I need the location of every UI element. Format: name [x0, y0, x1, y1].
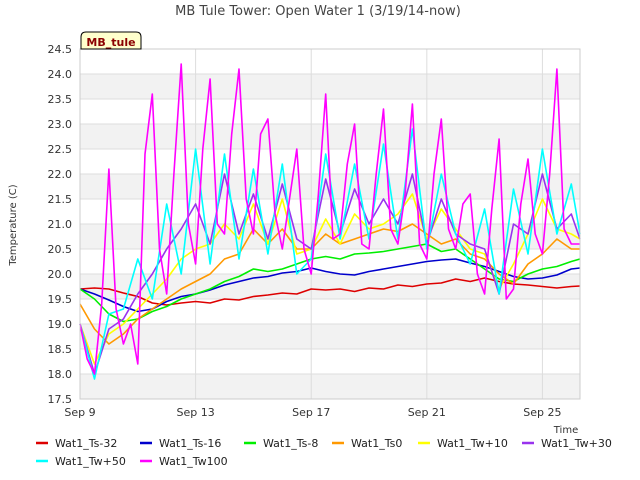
legend-label-wat1-ts-32: Wat1_Ts-32: [55, 437, 117, 450]
chart-title: MB Tule Tower: Open Water 1 (3/19/14-now…: [175, 4, 461, 19]
y-tick-label: 23.0: [48, 118, 73, 131]
legend-label-wat1-ts-8: Wat1_Ts-8: [263, 437, 318, 450]
series-line-wat1-tw-50: [79, 128, 581, 380]
y-tick-label: 22.5: [48, 143, 73, 156]
legend-label-wat1-tw100: Wat1_Tw100: [159, 455, 228, 468]
x-tick-label: Sep 17: [292, 406, 330, 419]
y-tick-label: 21.0: [48, 218, 73, 231]
y-tick-label: 20.0: [48, 268, 73, 281]
badge-label: MB_tule: [86, 36, 135, 49]
x-tick-label: Sep 21: [408, 406, 446, 419]
x-axis-ticks: Sep 9 Sep 13 Sep 17 Sep 21 Sep 25: [64, 406, 561, 419]
y-tick-label: 23.5: [48, 93, 73, 106]
plot-band: [80, 324, 580, 349]
y-tick-label: 18.5: [48, 343, 73, 356]
badge-box: [80, 31, 142, 50]
plot-frame: [79, 48, 581, 400]
plot-band: [80, 74, 580, 99]
y-tick-label: 19.5: [48, 293, 73, 306]
y-tick-label: 18.0: [48, 368, 73, 381]
legend-label-wat1-tw-10: Wat1_Tw+10: [437, 437, 508, 450]
x-tick-label: Sep 9: [64, 406, 95, 419]
plot-band: [80, 374, 580, 399]
x-axis-label: Time: [553, 425, 578, 436]
y-axis-label: Temperature (C): [8, 184, 19, 266]
y-tick-label: 24.5: [48, 43, 73, 56]
legend-label-wat1-tw-50: Wat1_Tw+50: [55, 455, 126, 468]
y-tick-label: 21.5: [48, 193, 73, 206]
legend-label-wat1-tw-30: Wat1_Tw+30: [541, 437, 612, 450]
series-line-wat1-tw100: [79, 63, 580, 375]
y-tick-label: 24.0: [48, 68, 73, 81]
y-tick-label: 17.5: [48, 393, 73, 406]
legend: Wat1_Ts-32 Wat1_Ts-16 Wat1_Ts-8 Wat1_Ts0 Wat…: [36, 437, 612, 468]
legend-label-wat1-ts-16: Wat1_Ts-16: [159, 437, 221, 450]
legend-label-wat1-ts0: Wat1_Ts0: [351, 437, 402, 450]
y-tick-label: 20.5: [48, 243, 73, 256]
y-tick-label: 19.0: [48, 318, 73, 331]
site-badge: MB_tule: [80, 31, 142, 50]
y-tick-label: 22.0: [48, 168, 73, 181]
y-axis-ticks: 17.5 18.0 18.5 19.0 19.5 20.0 20.5 21.0 21.5 22.0…: [48, 43, 73, 406]
plot-band: [80, 124, 580, 149]
x-tick-label: Sep 13: [176, 406, 214, 419]
series-lines: [79, 63, 581, 380]
x-tick-label: Sep 25: [523, 406, 561, 419]
